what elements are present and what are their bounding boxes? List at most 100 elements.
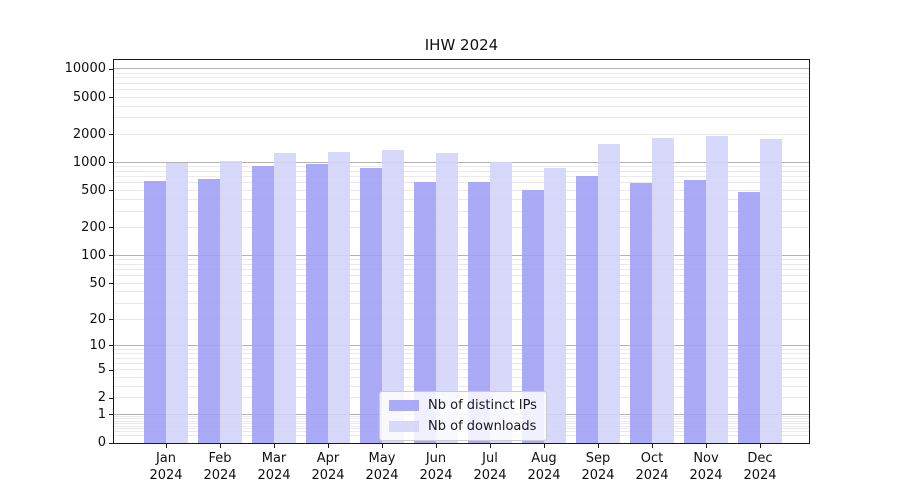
x-tick-mark	[598, 444, 599, 448]
legend-swatch-downloads	[389, 421, 419, 432]
bar-downloads-mar	[274, 153, 296, 443]
legend-label-downloads: Nb of downloads	[428, 419, 537, 434]
x-tick-mark	[220, 444, 221, 448]
x-axis-tick-label: May 2024	[365, 451, 399, 483]
y-axis-tick-label: 20	[89, 311, 106, 327]
bar-distinct-ips-dec	[738, 192, 760, 443]
y-tick-mark	[109, 319, 114, 320]
y-axis-tick-label: 50	[89, 275, 106, 291]
bar-downloads-sep	[598, 144, 620, 443]
gridline-minor	[114, 210, 809, 212]
gridline-major	[114, 68, 809, 70]
gridline-minor	[114, 117, 809, 119]
y-tick-mark	[109, 255, 114, 257]
x-tick-mark	[544, 444, 545, 448]
legend: Nb of distinct IPs Nb of downloads	[379, 391, 547, 441]
y-tick-mark	[109, 190, 114, 192]
gridline-major	[114, 161, 809, 163]
x-axis-tick-label: Dec 2024	[743, 451, 777, 483]
x-tick-mark	[436, 444, 437, 448]
bar-distinct-ips-jul	[468, 182, 490, 443]
gridline-minor	[114, 269, 809, 271]
legend-swatch-distinct-ips	[389, 400, 419, 411]
gridline-minor	[114, 302, 809, 304]
bar-distinct-ips-sep	[576, 175, 598, 443]
y-tick-mark	[109, 283, 114, 284]
x-axis-tick-label: Oct 2024	[635, 451, 669, 483]
bar-downloads-jul	[490, 161, 512, 443]
x-axis-tick-label: Jul 2024	[473, 451, 507, 483]
x-tick-mark	[328, 444, 329, 448]
y-axis-tick-label: 10000	[64, 61, 106, 77]
gridline-minor	[114, 72, 809, 74]
gridline-minor	[114, 170, 809, 172]
gridline-minor	[114, 263, 809, 265]
x-tick-mark	[760, 444, 761, 448]
y-tick-mark	[109, 68, 114, 70]
gridline-minor	[114, 166, 809, 167]
bar-downloads-nov	[706, 135, 728, 443]
gridline-minor	[114, 176, 809, 178]
gridline-minor	[114, 376, 809, 378]
gridline-major	[114, 254, 809, 256]
bar-distinct-ips-mar	[252, 165, 274, 443]
y-tick-mark	[109, 397, 114, 399]
gridline-minor	[114, 189, 809, 191]
y-tick-mark	[109, 97, 114, 98]
gridline-major	[114, 344, 809, 346]
legend-entry-downloads: Nb of downloads	[389, 419, 537, 434]
x-axis-tick-label: Feb 2024	[203, 451, 237, 483]
gridline-minor	[114, 96, 809, 98]
gridline-minor	[114, 363, 809, 365]
bar-distinct-ips-apr	[306, 163, 328, 443]
y-tick-mark	[109, 414, 114, 416]
gridline-minor	[114, 198, 809, 200]
bar-downloads-dec	[760, 138, 782, 443]
y-tick-mark	[109, 369, 114, 371]
gridline-minor	[114, 357, 809, 359]
x-axis-tick-label: Jan 2024	[149, 451, 183, 483]
y-axis-tick-label: 0	[97, 435, 106, 450]
x-axis-tick-label: Apr 2024	[311, 451, 345, 483]
x-tick-mark	[652, 444, 653, 448]
bar-distinct-ips-aug	[522, 190, 544, 443]
bar-downloads-jan	[166, 162, 188, 443]
gridline-minor	[114, 105, 809, 107]
x-axis-tick-label: Aug 2024	[527, 451, 561, 483]
x-axis-tick-label: Mar 2024	[257, 451, 291, 483]
gridline-minor	[114, 385, 809, 387]
bar-distinct-ips-jan	[144, 180, 166, 443]
gridline-minor	[114, 259, 809, 260]
x-tick-mark	[166, 444, 167, 448]
gridline-minor	[114, 226, 809, 228]
chart-title: IHW 2024	[424, 36, 499, 54]
y-axis-tick-label: 2	[97, 390, 106, 406]
y-axis-tick-label: 5	[97, 362, 106, 378]
x-tick-mark	[490, 444, 491, 448]
x-tick-mark	[382, 444, 383, 448]
bar-downloads-oct	[652, 137, 674, 443]
x-axis-tick-label: Nov 2024	[689, 451, 723, 483]
gridline-minor	[114, 318, 809, 320]
bar-downloads-apr	[328, 151, 350, 443]
bar-downloads-jun	[436, 153, 458, 443]
bar-distinct-ips-oct	[630, 183, 652, 443]
bar-distinct-ips-feb	[198, 178, 220, 443]
gridline-minor	[114, 275, 809, 277]
gridline-minor	[114, 348, 809, 350]
gridline-minor	[114, 291, 809, 293]
plot-area	[113, 59, 810, 444]
y-tick-mark	[109, 442, 114, 444]
x-axis-tick-label: Sep 2024	[581, 451, 615, 483]
y-axis-tick-label: 1000	[72, 154, 106, 170]
bar-downloads-feb	[220, 161, 242, 443]
gridline-minor	[114, 369, 809, 371]
gridline-minor	[114, 133, 809, 135]
bar-downloads-may	[382, 150, 404, 443]
bar-distinct-ips-nov	[684, 180, 706, 443]
gridline-minor	[114, 77, 809, 79]
x-tick-mark	[706, 444, 707, 448]
legend-entry-distinct-ips: Nb of distinct IPs	[389, 398, 537, 413]
y-tick-mark	[109, 134, 114, 136]
